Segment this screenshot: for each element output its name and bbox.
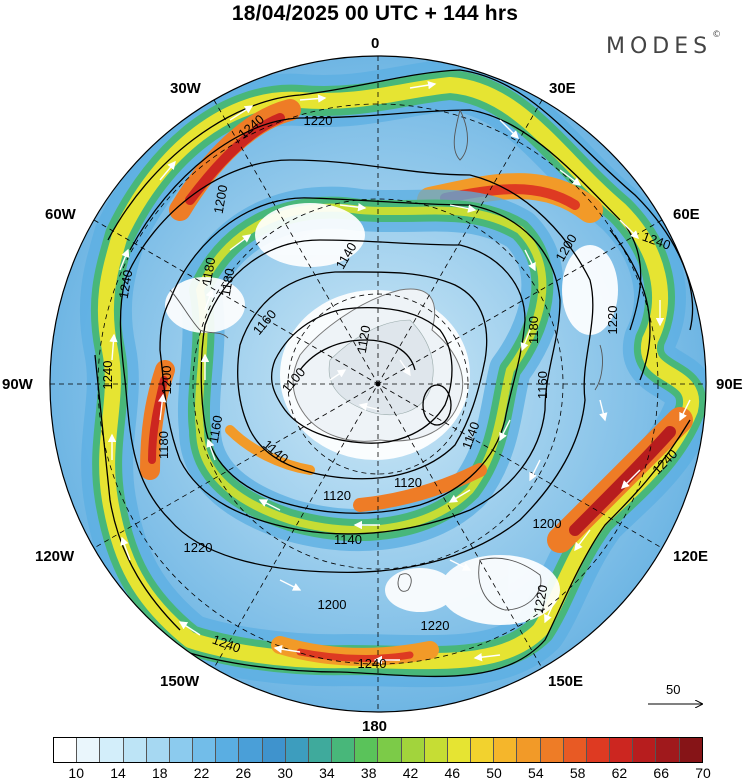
svg-text:1240: 1240 [100,361,115,390]
svg-text:1180: 1180 [218,267,238,297]
colorbar [53,737,703,763]
colorbar-tick-label: 14 [110,765,126,781]
map-disc: 1240 1220 1200 1180 1160 1140 1120 1100 … [50,56,706,712]
svg-text:1240: 1240 [358,656,387,671]
contour-label: 1160 [535,371,550,399]
lon-label-90e: 90E [716,376,743,393]
colorbar-swatch [54,738,78,762]
colorbar-swatch [447,738,472,762]
colorbar-tick-label: 22 [193,765,210,781]
contour-label: 1240 [116,269,136,300]
colorbar-tick-label: 42 [402,765,419,781]
lon-label-120w: 120W [35,548,75,565]
colorbar-swatch [193,738,217,762]
colorbar-tick-label: 18 [151,765,168,781]
contour-label: 1200 [211,184,231,215]
colorbar-tick-label: 66 [653,765,669,781]
colorbar-swatch [586,738,611,762]
contour-label: 1200 [533,516,562,531]
svg-text:1220: 1220 [421,618,450,633]
contour-label: 1180 [199,256,219,286]
colorbar-swatch [169,738,194,762]
map-title: 18/04/2025 00 UTC + 144 hrs [231,2,519,25]
colorbar-tick-label: 62 [611,765,628,781]
contour-label: 1120 [323,488,351,503]
colorbar-swatch [262,738,286,762]
wind-scale-label: 50 [666,682,681,697]
lon-label-30w: 30W [170,80,201,97]
colorbar-swatch [517,738,541,762]
colorbar-tick-label: 54 [528,765,544,781]
map-border [49,55,707,713]
colorbar-swatch [123,738,147,762]
colorbar-tick-label: 38 [360,765,377,781]
colorbar-swatch [355,738,379,762]
colorbar-tick-label: 58 [569,765,586,781]
colorbar-swatch [308,738,333,762]
contour-label: 1180 [526,316,541,344]
svg-text:1220: 1220 [184,540,213,555]
colorbar-swatch [332,738,356,762]
colorbar-swatch [656,738,680,762]
contour-label: 1200 [318,597,347,612]
south-pole-marker [375,381,381,387]
colorbar-swatch [471,738,495,762]
contour-label: 1180 [156,431,171,459]
colorbar-tick-label: 34 [319,765,335,781]
contour-label: 1120 [354,324,374,354]
colorbar-swatch [563,738,587,762]
colorbar-swatch [239,738,263,762]
colorbar-swatch [216,738,240,762]
contour-label: 1220 [605,306,620,335]
colorbar-tick-label: 46 [444,765,461,781]
colorbar-swatch [146,738,170,762]
colorbar-swatch [378,738,402,762]
colorbar-swatch [610,738,634,762]
contour-label: 1120 [394,475,422,490]
lon-label-30e: 30E [549,80,576,97]
contour-label: 1160 [206,414,226,444]
colorbar-swatch [679,738,702,762]
copyright-mark: © [712,30,722,40]
colorbar-tick-label: 26 [235,765,252,781]
contour-label: 1200 [159,366,174,395]
contour-label: 1220 [304,113,333,128]
lon-label-90w: 90W [2,376,33,393]
colorbar-tick-label: 50 [486,765,502,781]
lon-label-60w: 60W [45,206,76,223]
lon-label-150w: 150W [160,673,200,690]
modes-logo: MODES© [606,30,721,59]
lon-label-180: 180 [362,718,388,735]
colorbar-tick-label: 30 [277,765,293,781]
colorbar-swatch [540,738,564,762]
coastlines [169,109,603,611]
colorbar-swatch [494,738,518,762]
lon-label-0: 0 [371,35,380,52]
lon-label-120e: 120E [673,548,709,565]
colorbar-swatch [100,738,124,762]
colorbar-tick-label: 70 [695,765,711,781]
colorbar-swatch [424,738,448,762]
wind-vectors [107,80,691,665]
colorbar-swatch [633,738,657,762]
colorbar-swatch [401,738,425,762]
contour-label: 1140 [334,532,362,547]
contour-label: 1220 [531,584,551,615]
lon-label-60e: 60E [673,206,700,223]
brand-text: MODES [606,34,713,59]
colorbar-tick-label: 10 [68,765,84,781]
colorbar-swatch [77,738,101,762]
colorbar-swatch [285,738,309,762]
lon-label-150e: 150E [548,673,584,690]
